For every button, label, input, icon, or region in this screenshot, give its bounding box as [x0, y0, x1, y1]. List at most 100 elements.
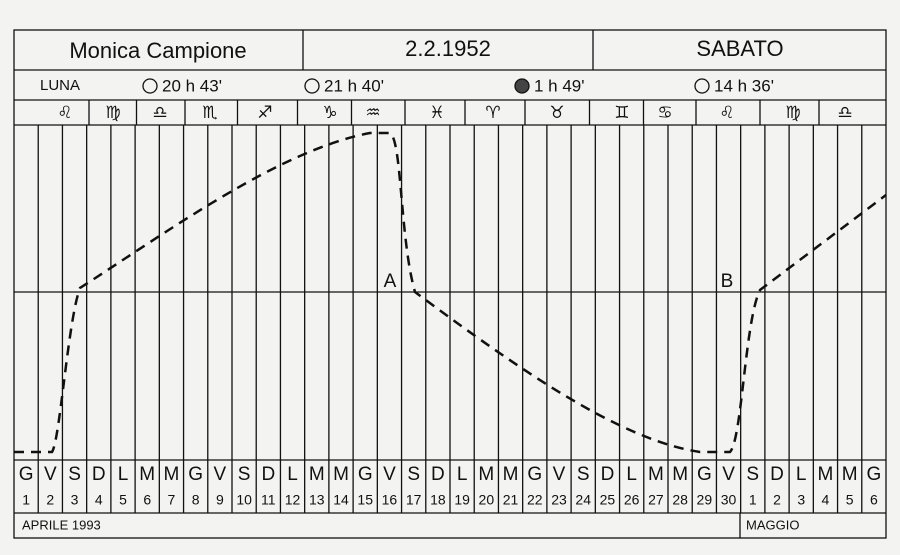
- day-letter: S: [238, 464, 251, 485]
- day-letter: D: [770, 464, 784, 485]
- day-letter: G: [358, 464, 373, 485]
- day-number: 28: [672, 492, 688, 508]
- day-number: 30: [721, 492, 737, 508]
- day-number: 12: [285, 492, 301, 508]
- day-number: 23: [551, 492, 567, 508]
- day-number: 3: [797, 492, 805, 508]
- day-letter: G: [527, 464, 542, 485]
- moon-label: LUNA: [40, 77, 80, 94]
- day-number: 14: [333, 492, 349, 508]
- day-number: 4: [95, 492, 103, 508]
- day-number: 18: [430, 492, 446, 508]
- moon-icon: [514, 78, 530, 94]
- day-number: 2: [46, 492, 54, 508]
- day-letter: L: [457, 464, 468, 485]
- zodiac-sign: ♈: [485, 103, 500, 123]
- day-letter: M: [503, 464, 519, 485]
- moon-icon: [304, 78, 320, 94]
- day-letter: V: [44, 464, 57, 485]
- day-number: 17: [406, 492, 422, 508]
- day-number: 10: [236, 492, 252, 508]
- zodiac-sign: ♒: [365, 103, 380, 123]
- day-number: 20: [479, 492, 495, 508]
- frame: [13, 29, 887, 539]
- day-letter: S: [68, 464, 81, 485]
- day-number: 6: [143, 492, 151, 508]
- day-number: 5: [119, 492, 127, 508]
- day-letter: G: [697, 464, 712, 485]
- day-number: 7: [168, 492, 176, 508]
- day-number: 8: [192, 492, 200, 508]
- day-letter: S: [407, 464, 420, 485]
- day-number: 19: [454, 492, 470, 508]
- day-letter: L: [118, 464, 129, 485]
- day-number: 15: [357, 492, 373, 508]
- day-letter: G: [19, 464, 34, 485]
- day-number: 4: [822, 492, 830, 508]
- day-letter: M: [672, 464, 688, 485]
- day-number: 9: [216, 492, 224, 508]
- day-number: 25: [600, 492, 616, 508]
- day-letter: S: [577, 464, 590, 485]
- day-number: 24: [575, 492, 591, 508]
- day-letter: L: [287, 464, 298, 485]
- month-label: APRILE 1993: [22, 517, 101, 532]
- birth-date: 2.2.1952: [405, 36, 491, 61]
- day-letter: M: [842, 464, 858, 485]
- marker: A: [384, 271, 397, 292]
- zodiac-sign: ♉: [549, 103, 564, 123]
- month-label: MAGGIO: [746, 517, 799, 532]
- day-number: 21: [503, 492, 519, 508]
- person-name: Monica Campione: [69, 38, 246, 63]
- day-number: 11: [261, 492, 276, 508]
- day-number: 16: [382, 492, 398, 508]
- day-number: 29: [697, 492, 713, 508]
- day-number: 22: [527, 492, 543, 508]
- marker: B: [721, 271, 734, 292]
- zodiac-sign: ♎: [837, 103, 852, 123]
- moon-phase: 21 h 40': [324, 76, 384, 95]
- day-letter: V: [214, 464, 227, 485]
- biorhythm-curve: [14, 131, 887, 454]
- day-number: 5: [846, 492, 854, 508]
- moon-phase: 14 h 36': [714, 76, 774, 95]
- zodiac-sign: ♊: [614, 103, 629, 123]
- zodiac-sign: ♌: [57, 103, 72, 123]
- moon-icon: [142, 78, 158, 94]
- day-letter: D: [431, 464, 445, 485]
- day-number: 6: [870, 492, 878, 508]
- moon-phase: 20 h 43': [162, 76, 222, 95]
- zodiac-sign: ♐: [257, 103, 272, 123]
- day-letter: G: [188, 464, 203, 485]
- day-letter: M: [309, 464, 325, 485]
- day-letter: L: [796, 464, 807, 485]
- zodiac-sign: ♑: [322, 103, 337, 123]
- moon-icons: [142, 78, 710, 94]
- day-letter: D: [261, 464, 275, 485]
- weekday: SABATO: [696, 36, 783, 61]
- day-number: 27: [648, 492, 664, 508]
- zodiac-sign: ♍: [785, 103, 800, 123]
- zodiac-sign: ♌: [719, 103, 734, 123]
- day-letter: M: [478, 464, 494, 485]
- day-number: 2: [773, 492, 781, 508]
- day-letter: G: [866, 464, 881, 485]
- day-letter: M: [818, 464, 834, 485]
- day-letter: V: [722, 464, 735, 485]
- day-letter: M: [648, 464, 664, 485]
- day-number: 1: [22, 492, 30, 508]
- day-letter: V: [383, 464, 396, 485]
- day-letter: M: [139, 464, 155, 485]
- moon-phase: 1 h 49': [534, 76, 585, 95]
- day-number: 26: [624, 492, 640, 508]
- day-letter: S: [746, 464, 759, 485]
- day-letter: L: [626, 464, 637, 485]
- day-letter: D: [92, 464, 106, 485]
- day-letter: M: [333, 464, 349, 485]
- zodiac-sign: ♋: [657, 103, 672, 123]
- day-number: 1: [749, 492, 757, 508]
- zodiac-sign: ♍: [105, 103, 120, 123]
- zodiac-sign: ♓: [429, 103, 444, 123]
